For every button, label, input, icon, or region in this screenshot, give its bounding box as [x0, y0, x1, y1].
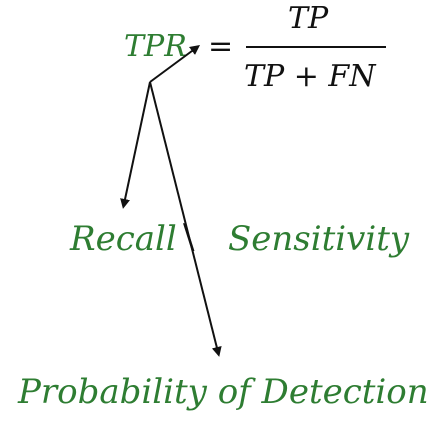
sensitivity-label: Sensitivity [228, 219, 410, 259]
recall-label: Recall [70, 219, 177, 259]
formula-numerator: TP [288, 1, 329, 36]
formula-denominator: TP + FN [244, 59, 376, 94]
arrow-to-detection [149, 81, 222, 357]
arrow-to-recall [120, 81, 151, 209]
probability-of-detection-label: Probability of Detection [18, 372, 429, 412]
arrow-to-tp [149, 45, 201, 83]
formula-lhs: TPR [124, 29, 187, 64]
formula-equals: = [208, 29, 234, 64]
